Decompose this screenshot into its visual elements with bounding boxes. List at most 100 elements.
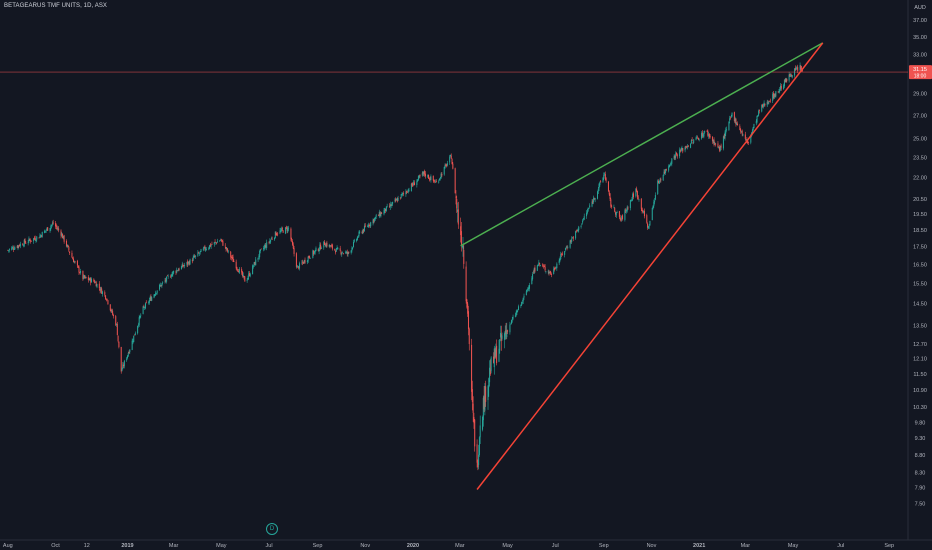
candle-body	[83, 275, 85, 279]
candle-body	[378, 211, 380, 217]
candle-body	[264, 245, 266, 248]
y-tick-label: 9.30	[915, 436, 926, 442]
candle-down	[187, 259, 189, 268]
candle-body	[739, 126, 741, 131]
candle-body	[783, 80, 785, 87]
candle-up	[46, 227, 48, 231]
candle-body	[544, 266, 546, 271]
interval-badge[interactable]: D	[266, 523, 278, 535]
candle-down	[467, 305, 469, 336]
candle-body	[17, 245, 19, 248]
candle-body	[762, 105, 764, 108]
candle-body	[578, 226, 580, 231]
candle-up	[631, 197, 633, 202]
candle-up	[648, 224, 650, 230]
candle-down	[572, 235, 574, 242]
candle-down	[471, 338, 473, 401]
candle-up	[372, 218, 374, 226]
candle-down	[719, 144, 721, 153]
candle-body	[247, 277, 249, 280]
y-tick-label: 29.00	[913, 92, 927, 98]
candle-body	[253, 262, 255, 266]
candle-body	[186, 262, 188, 265]
candle-down	[664, 169, 666, 175]
candle-body	[767, 102, 769, 104]
candle-body	[324, 245, 326, 247]
candle-down	[88, 278, 90, 281]
candle-body	[137, 324, 139, 326]
candle-body	[39, 235, 41, 238]
candle-up	[690, 143, 692, 149]
candle-down	[334, 248, 336, 251]
candle-body	[137, 325, 139, 334]
candle-down	[741, 129, 743, 137]
candle-down	[729, 116, 731, 120]
candle-up	[144, 306, 146, 310]
candle-body	[193, 256, 195, 258]
candle-up	[209, 245, 211, 250]
candle-body	[275, 232, 277, 236]
candle-up	[342, 251, 344, 254]
candle-down	[346, 249, 348, 257]
candle-body	[680, 149, 682, 151]
candle-body	[609, 193, 611, 199]
candle-up	[242, 272, 244, 278]
candle-body	[719, 146, 721, 151]
candle-body	[408, 190, 410, 191]
candle-up	[205, 247, 207, 252]
candle-body	[357, 236, 359, 238]
candle-down	[445, 163, 447, 167]
candle-body	[543, 266, 545, 268]
candle-down	[265, 243, 267, 249]
candle-body	[597, 188, 599, 192]
candle-down	[19, 243, 21, 247]
candle-up	[84, 275, 86, 279]
candle-body	[151, 297, 153, 301]
candle-up	[488, 377, 490, 397]
candle-body	[582, 218, 584, 220]
candle-body	[473, 417, 475, 424]
candle-body	[454, 168, 456, 194]
candle-up	[577, 228, 579, 233]
candle-body	[180, 266, 182, 270]
candle-down	[496, 339, 498, 366]
candle-body	[165, 279, 167, 281]
candle-up	[583, 213, 585, 221]
candle-up	[647, 225, 649, 230]
candle-body	[268, 242, 270, 243]
candle-up	[704, 130, 706, 134]
y-tick-label: 33.00	[913, 53, 927, 59]
candle-body	[607, 181, 609, 192]
candle-body	[610, 199, 612, 207]
candle-up	[363, 223, 365, 232]
candle-up	[94, 280, 96, 283]
candle-up	[352, 247, 354, 250]
candle-body	[222, 241, 224, 246]
candle-up	[758, 109, 760, 117]
candle-up	[484, 382, 486, 416]
candle-body	[133, 335, 135, 343]
candle-up	[444, 163, 446, 169]
candle-body	[604, 173, 606, 179]
candle-body	[737, 123, 739, 126]
candle-body	[60, 230, 62, 236]
candle-body	[484, 385, 486, 411]
candle-up	[148, 297, 150, 305]
candle-body	[482, 416, 484, 430]
candle-body	[492, 356, 494, 363]
candle-body	[215, 242, 217, 243]
candle-body	[790, 75, 792, 77]
candle-up	[659, 177, 661, 183]
x-tick-label: Jul	[837, 543, 844, 549]
candle-body	[577, 229, 579, 231]
candle-body	[576, 229, 578, 231]
candle-down	[679, 148, 681, 153]
candle-body	[375, 215, 377, 217]
candle-body	[195, 255, 197, 257]
candle-down	[507, 329, 509, 334]
candle-up	[307, 256, 309, 264]
candle-down	[622, 214, 624, 221]
candle-up	[791, 74, 793, 79]
candle-body	[701, 133, 703, 139]
